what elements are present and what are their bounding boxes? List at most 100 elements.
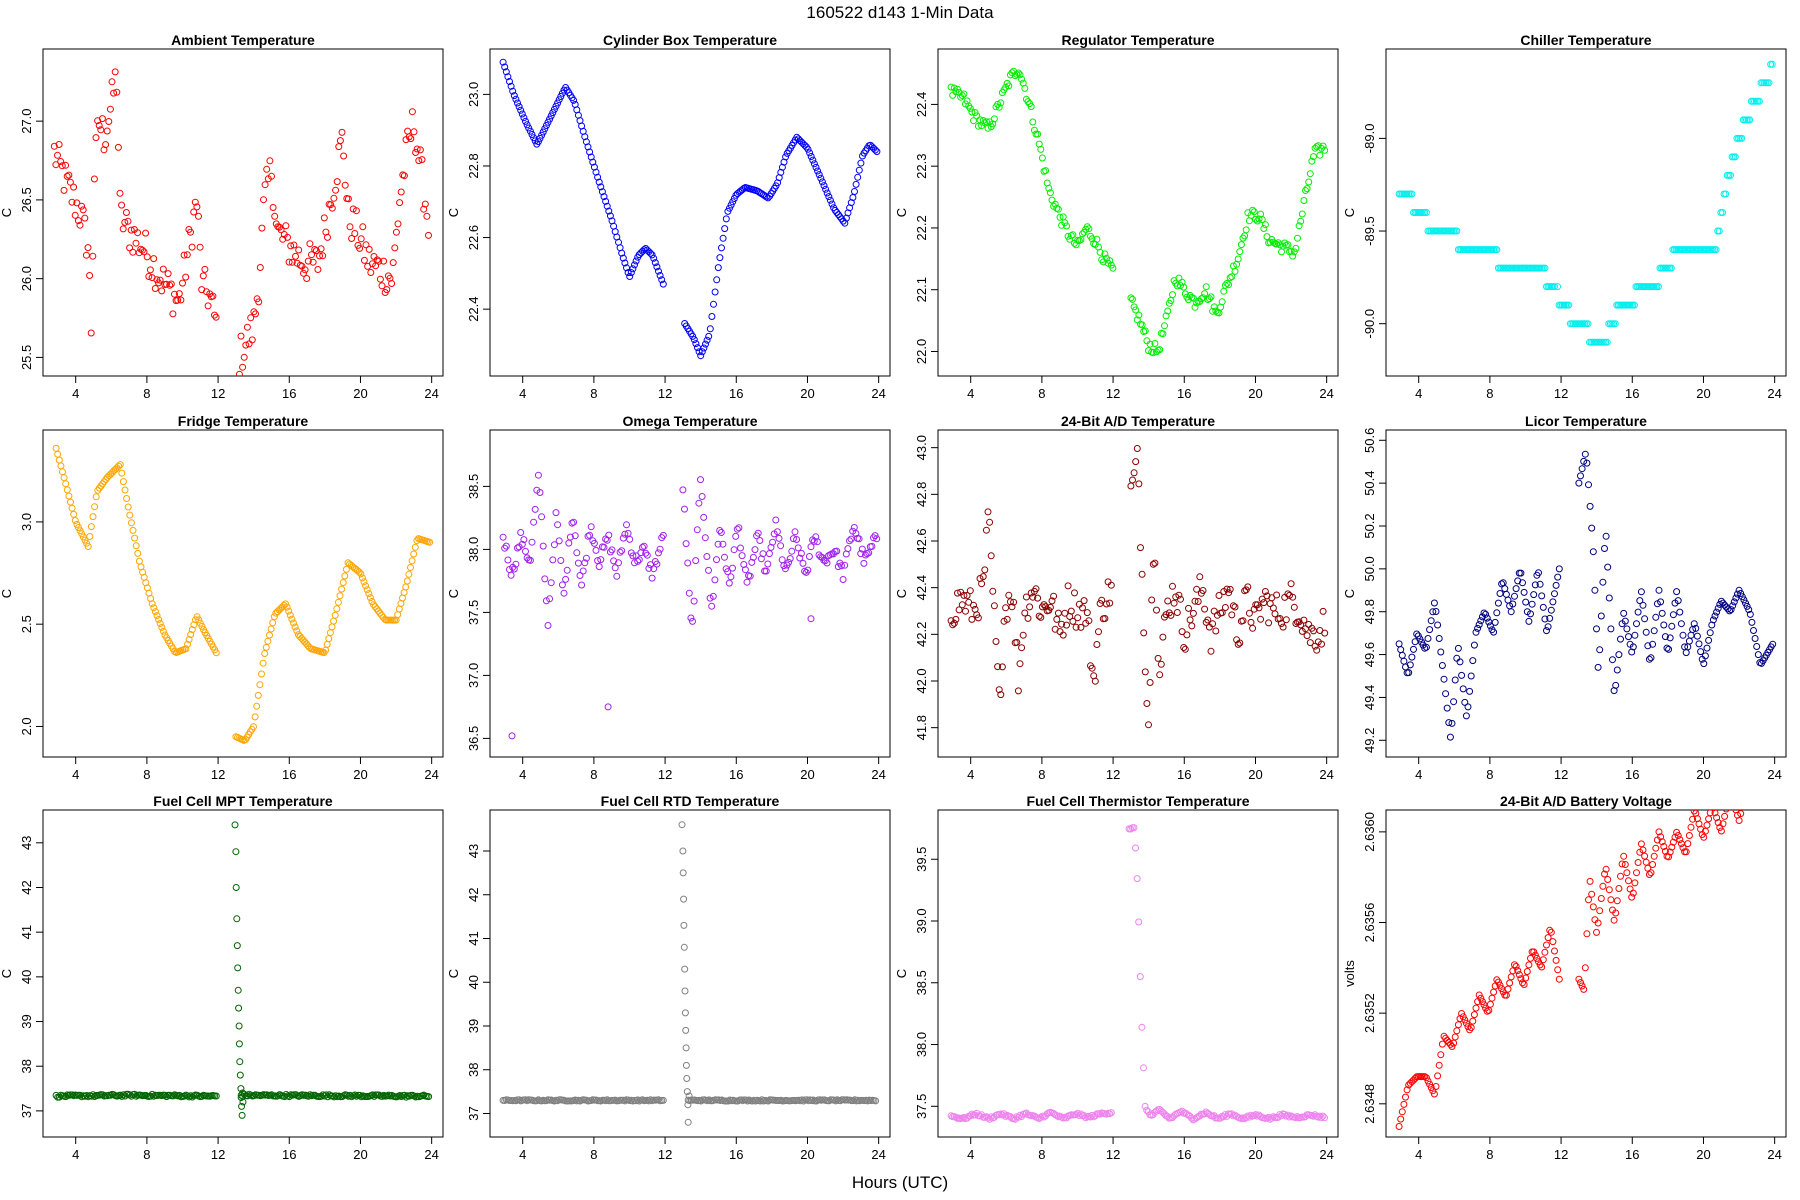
data-point bbox=[1546, 926, 1554, 934]
data-point bbox=[732, 532, 740, 540]
data-point bbox=[1721, 812, 1729, 820]
data-point bbox=[1138, 570, 1146, 578]
data-point bbox=[692, 340, 700, 348]
data-point bbox=[812, 163, 820, 171]
data-point bbox=[658, 534, 666, 542]
x-tick-label: 20 bbox=[800, 386, 814, 401]
data-point bbox=[1706, 810, 1714, 817]
data-point bbox=[1146, 340, 1154, 348]
data-point bbox=[259, 659, 267, 667]
data-point bbox=[344, 195, 352, 203]
data-point bbox=[270, 613, 278, 621]
data-point bbox=[253, 702, 261, 710]
data-point bbox=[566, 533, 574, 541]
data-point bbox=[850, 524, 858, 531]
data-point bbox=[1586, 877, 1594, 885]
data-point bbox=[1652, 613, 1660, 621]
data-point bbox=[402, 1093, 410, 1101]
data-point bbox=[698, 348, 706, 356]
data-point bbox=[1316, 1112, 1324, 1120]
plot-frame bbox=[42, 429, 444, 758]
data-point bbox=[65, 492, 73, 500]
data-point bbox=[378, 611, 386, 619]
data-point bbox=[608, 546, 616, 554]
data-point bbox=[1306, 170, 1314, 178]
data-point bbox=[134, 549, 142, 557]
y-axis-label: C bbox=[0, 969, 14, 978]
data-point bbox=[1397, 646, 1405, 654]
data-point bbox=[701, 534, 709, 542]
data-point bbox=[1290, 603, 1298, 611]
data-point bbox=[1132, 844, 1139, 852]
data-point bbox=[119, 225, 127, 233]
data-point bbox=[271, 212, 279, 220]
data-point bbox=[1132, 306, 1140, 314]
data-point bbox=[1133, 445, 1141, 452]
data-point bbox=[1034, 594, 1042, 602]
data-point bbox=[1129, 476, 1136, 484]
data-point bbox=[1543, 627, 1550, 635]
data-point bbox=[356, 244, 364, 252]
data-point bbox=[990, 115, 998, 123]
data-point bbox=[773, 528, 781, 536]
data-point bbox=[1724, 605, 1732, 613]
data-point bbox=[1586, 502, 1594, 510]
data-point bbox=[263, 165, 271, 173]
data-point bbox=[968, 615, 976, 623]
data-point bbox=[1741, 810, 1744, 811]
data-point bbox=[703, 553, 711, 560]
data-point bbox=[1095, 628, 1102, 636]
data-point bbox=[735, 524, 743, 532]
data-point bbox=[1466, 687, 1474, 695]
data-point bbox=[631, 261, 638, 269]
data-point bbox=[1504, 985, 1512, 993]
data-point bbox=[185, 1093, 193, 1101]
data-point bbox=[554, 521, 562, 529]
data-point bbox=[800, 1097, 808, 1105]
data-point bbox=[82, 251, 90, 259]
data-point bbox=[700, 513, 708, 521]
data-point bbox=[1633, 620, 1640, 628]
data-point bbox=[396, 1092, 404, 1099]
data-point bbox=[1615, 651, 1623, 659]
data-point bbox=[156, 620, 164, 627]
data-point bbox=[868, 542, 876, 550]
spike-point bbox=[683, 1088, 691, 1096]
data-point bbox=[717, 529, 725, 536]
data-point bbox=[796, 554, 804, 562]
data-point bbox=[285, 1093, 293, 1101]
data-point bbox=[968, 108, 976, 116]
data-point bbox=[1446, 1040, 1454, 1048]
data-point bbox=[738, 552, 746, 560]
data-point bbox=[962, 607, 969, 615]
data-point bbox=[1300, 197, 1308, 204]
data-point bbox=[84, 543, 92, 550]
data-point bbox=[1706, 629, 1714, 637]
data-point bbox=[1066, 235, 1074, 243]
data-point bbox=[1633, 869, 1640, 877]
data-point bbox=[1581, 964, 1589, 972]
data-point bbox=[1755, 796, 1761, 802]
data-point bbox=[1034, 130, 1042, 138]
data-point bbox=[54, 151, 61, 159]
data-point bbox=[978, 580, 986, 588]
data-point bbox=[797, 549, 805, 557]
data-point bbox=[834, 563, 842, 571]
data-point bbox=[291, 623, 299, 631]
data-point bbox=[1175, 591, 1183, 599]
data-point bbox=[679, 486, 687, 494]
spike-point bbox=[235, 1040, 243, 1048]
data-point bbox=[1245, 1113, 1253, 1121]
data-point bbox=[1432, 1083, 1440, 1090]
x-tick-label: 12 bbox=[1554, 1147, 1568, 1162]
data-point bbox=[1554, 966, 1562, 974]
data-point bbox=[813, 538, 821, 546]
data-point bbox=[597, 183, 605, 191]
data-point bbox=[705, 566, 712, 574]
data-point bbox=[415, 157, 423, 165]
data-point bbox=[582, 554, 590, 562]
data-point bbox=[358, 574, 366, 582]
